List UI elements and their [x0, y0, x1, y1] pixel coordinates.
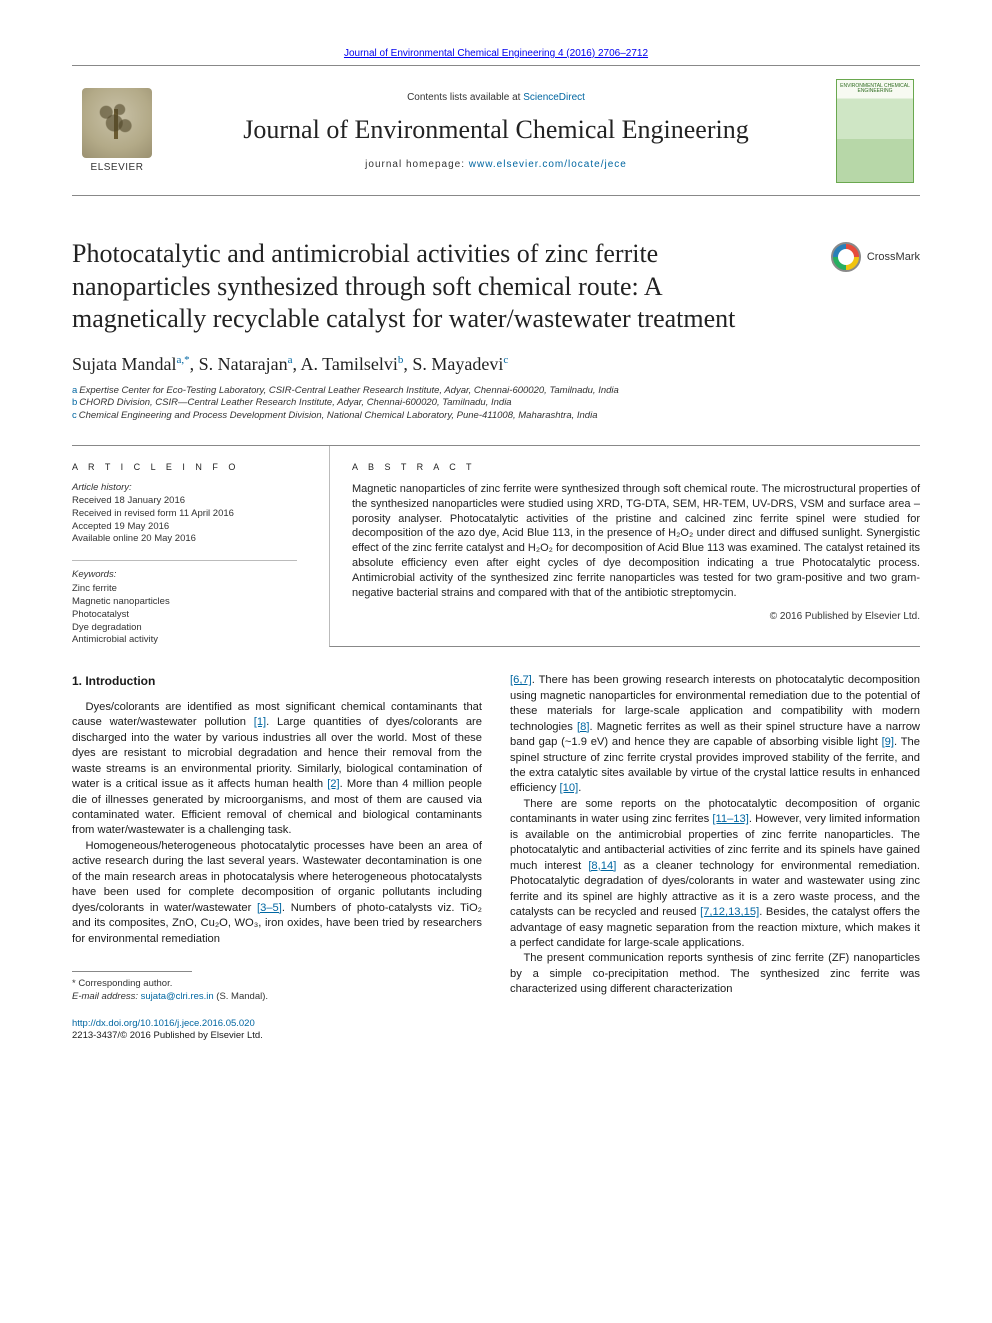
- elsevier-tree-icon: [82, 88, 152, 158]
- doi-link[interactable]: http://dx.doi.org/10.1016/j.jece.2016.05…: [72, 1018, 255, 1029]
- abstract-heading: A B S T R A C T: [352, 462, 920, 472]
- body-columns: 1. Introduction Dyes/colorants are ident…: [72, 673, 920, 1043]
- email-label: E-mail address:: [72, 991, 141, 1002]
- affiliation-b: bCHORD Division, CSIR—Central Leather Re…: [72, 397, 920, 410]
- section-1-heading: 1. Introduction: [72, 673, 482, 690]
- contents-line: Contents lists available at ScienceDirec…: [170, 92, 822, 103]
- ref-2[interactable]: [2]: [327, 778, 339, 790]
- header-center: Contents lists available at ScienceDirec…: [162, 66, 830, 195]
- history-list: Received 18 January 2016 Received in rev…: [72, 495, 297, 546]
- journal-name: Journal of Environmental Chemical Engine…: [170, 115, 822, 145]
- page: Journal of Environmental Chemical Engine…: [0, 0, 992, 1083]
- rp3: The present communication reports synthe…: [510, 952, 920, 995]
- ref-1[interactable]: [1]: [254, 716, 266, 728]
- author-2-aff[interactable]: b: [398, 354, 404, 366]
- sciencedirect-link[interactable]: ScienceDirect: [523, 92, 585, 103]
- author-0: Sujata Mandal: [72, 354, 176, 374]
- ref-7-12-13-15[interactable]: [7,12,13,15]: [700, 906, 759, 918]
- body-right-p1: [6,7]. There has been growing research i…: [510, 673, 920, 797]
- body-left-p2: Homogeneous/heterogeneous photocatalytic…: [72, 839, 482, 947]
- cover-thumb: ENVIRONMENTAL CHEMICAL ENGINEERING: [830, 66, 920, 195]
- abstract-block: A B S T R A C T Magnetic nanoparticles o…: [329, 446, 920, 647]
- aff-label-b: b: [72, 397, 77, 408]
- article-info: A R T I C L E I N F O Article history: R…: [72, 446, 297, 647]
- email-link[interactable]: sujata@clri.res.in: [141, 991, 214, 1002]
- authors-line: Sujata Mandala,*, S. Natarajana, A. Tami…: [72, 354, 920, 375]
- history-item-0: Received 18 January 2016: [72, 495, 297, 508]
- ref-3-5[interactable]: [3–5]: [257, 902, 282, 914]
- affiliations: aExpertise Center for Eco-Testing Labora…: [72, 385, 920, 423]
- homepage-prefix: journal homepage:: [365, 159, 469, 170]
- author-1-aff[interactable]: a: [288, 354, 293, 366]
- keywords-list: Zinc ferrite Magnetic nanoparticles Phot…: [72, 583, 297, 647]
- ref-10[interactable]: [10]: [560, 782, 579, 794]
- info-abstract-row: A R T I C L E I N F O Article history: R…: [72, 445, 920, 647]
- homepage-link[interactable]: www.elsevier.com/locate/jece: [469, 159, 627, 170]
- footnotes: * Corresponding author. E-mail address: …: [72, 978, 482, 1004]
- keyword-0: Zinc ferrite: [72, 583, 297, 596]
- keyword-1: Magnetic nanoparticles: [72, 596, 297, 609]
- ref-8[interactable]: [8]: [577, 721, 589, 733]
- keyword-2: Photocatalyst: [72, 609, 297, 622]
- rp1d: .: [578, 782, 581, 794]
- author-0-aff[interactable]: a,*: [176, 354, 189, 366]
- elsevier-logo: ELSEVIER: [72, 66, 162, 195]
- ref-9[interactable]: [9]: [882, 736, 894, 748]
- abstract-text: Magnetic nanoparticles of zinc ferrite w…: [352, 482, 920, 601]
- crossmark-label: CrossMark: [867, 251, 920, 263]
- history-item-1: Received in revised form 11 April 2016: [72, 508, 297, 521]
- body-col-left: 1. Introduction Dyes/colorants are ident…: [72, 673, 482, 1043]
- affiliation-a: aExpertise Center for Eco-Testing Labora…: [72, 385, 920, 398]
- title-block: CrossMark Photocatalytic and antimicrobi…: [72, 238, 920, 423]
- abstract-copyright: © 2016 Published by Elsevier Ltd.: [352, 611, 920, 622]
- aff-text-a: Expertise Center for Eco-Testing Laborat…: [79, 385, 619, 396]
- body-col-right: [6,7]. There has been growing research i…: [510, 673, 920, 1043]
- ref-11-13[interactable]: [11–13]: [712, 813, 749, 825]
- aff-text-c: Chemical Engineering and Process Develop…: [79, 410, 598, 421]
- ref-8-14[interactable]: [8,14]: [588, 860, 616, 872]
- article-info-heading: A R T I C L E I N F O: [72, 462, 297, 472]
- aff-label-a: a: [72, 385, 77, 396]
- history-label: Article history:: [72, 482, 297, 493]
- elsevier-label: ELSEVIER: [91, 162, 144, 173]
- ref-6-7[interactable]: [6,7]: [510, 674, 532, 686]
- keyword-3: Dye degradation: [72, 622, 297, 635]
- author-2: A. Tamilselvi: [301, 354, 398, 374]
- body-right-p3: The present communication reports synthe…: [510, 951, 920, 997]
- affiliation-c: cChemical Engineering and Process Develo…: [72, 410, 920, 423]
- journal-cover-icon: ENVIRONMENTAL CHEMICAL ENGINEERING: [836, 79, 914, 183]
- email-line: E-mail address: sujata@clri.res.in (S. M…: [72, 991, 482, 1004]
- contents-prefix: Contents lists available at: [407, 92, 523, 103]
- aff-label-c: c: [72, 410, 77, 421]
- author-3: S. Mayadevi: [412, 354, 503, 374]
- doi-block: http://dx.doi.org/10.1016/j.jece.2016.05…: [72, 1018, 482, 1044]
- author-3-aff[interactable]: c: [503, 354, 508, 366]
- author-1: S. Natarajan: [199, 354, 288, 374]
- journal-homepage: journal homepage: www.elsevier.com/locat…: [170, 159, 822, 170]
- corresponding-author: * Corresponding author.: [72, 978, 482, 991]
- article-title: Photocatalytic and antimicrobial activit…: [72, 238, 920, 336]
- journal-header: ELSEVIER Contents lists available at Sci…: [72, 66, 920, 196]
- keywords-label: Keywords:: [72, 560, 297, 580]
- body-right-p2: There are some reports on the photocatal…: [510, 797, 920, 952]
- email-attrib: (S. Mandal).: [214, 991, 268, 1002]
- crossmark-icon: [831, 242, 861, 272]
- issn-copyright: 2213-3437/© 2016 Published by Elsevier L…: [72, 1030, 482, 1043]
- history-item-2: Accepted 19 May 2016: [72, 521, 297, 534]
- footnote-separator: [72, 971, 192, 972]
- aff-text-b: CHORD Division, CSIR—Central Leather Res…: [79, 397, 511, 408]
- crossmark-widget[interactable]: CrossMark: [831, 242, 920, 272]
- body-left-p1: Dyes/colorants are identified as most si…: [72, 700, 482, 839]
- running-head-link[interactable]: Journal of Environmental Chemical Engine…: [344, 48, 648, 59]
- keyword-4: Antimicrobial activity: [72, 634, 297, 647]
- history-item-3: Available online 20 May 2016: [72, 533, 297, 546]
- running-head: Journal of Environmental Chemical Engine…: [72, 48, 920, 59]
